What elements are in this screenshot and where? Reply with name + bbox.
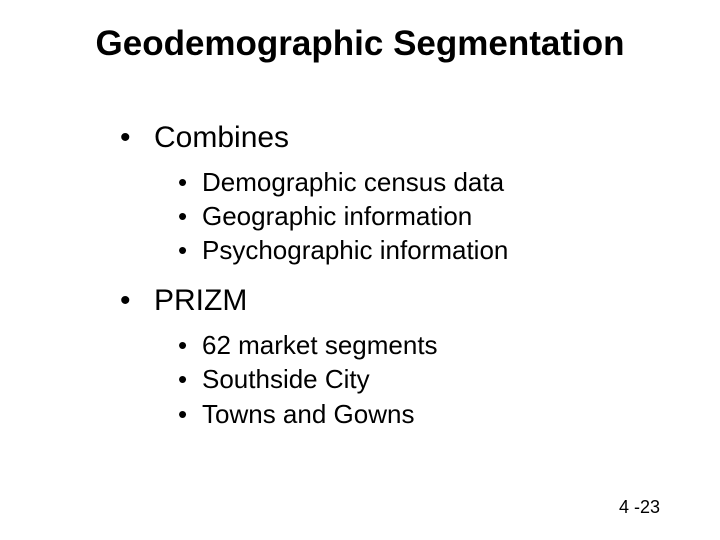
list-item-text: Towns and Gowns bbox=[202, 399, 414, 429]
slide-title: Geodemographic Segmentation bbox=[0, 24, 720, 64]
list-item: •Geographic information bbox=[178, 199, 640, 233]
bullet-icon: • bbox=[178, 233, 202, 267]
bullet-combines: •Combines bbox=[120, 118, 640, 159]
list-item-text: Psychographic information bbox=[202, 235, 508, 265]
bullet-icon: • bbox=[178, 199, 202, 233]
list-item: •Southside City bbox=[178, 362, 640, 396]
sublist-combines: •Demographic census data •Geographic inf… bbox=[178, 165, 640, 268]
list-item: •Towns and Gowns bbox=[178, 397, 640, 431]
list-item-text: Demographic census data bbox=[202, 167, 504, 197]
slide-content: •Combines •Demographic census data •Geog… bbox=[120, 118, 640, 445]
bullet-icon: • bbox=[178, 397, 202, 431]
list-item: •62 market segments bbox=[178, 328, 640, 362]
sublist-prizm: •62 market segments •Southside City •Tow… bbox=[178, 328, 640, 431]
slide: Geodemographic Segmentation •Combines •D… bbox=[0, 0, 720, 540]
bullet-label: PRIZM bbox=[154, 284, 247, 317]
bullet-prizm: •PRIZM bbox=[120, 281, 640, 322]
bullet-icon: • bbox=[178, 165, 202, 199]
bullet-icon: • bbox=[120, 118, 154, 159]
list-item: •Psychographic information bbox=[178, 233, 640, 267]
list-item-text: Southside City bbox=[202, 364, 370, 394]
bullet-icon: • bbox=[178, 362, 202, 396]
bullet-icon: • bbox=[120, 281, 154, 322]
list-item-text: 62 market segments bbox=[202, 330, 438, 360]
list-item: •Demographic census data bbox=[178, 165, 640, 199]
bullet-icon: • bbox=[178, 328, 202, 362]
list-item-text: Geographic information bbox=[202, 201, 472, 231]
slide-number: 4 -23 bbox=[619, 497, 660, 518]
bullet-label: Combines bbox=[154, 121, 289, 154]
